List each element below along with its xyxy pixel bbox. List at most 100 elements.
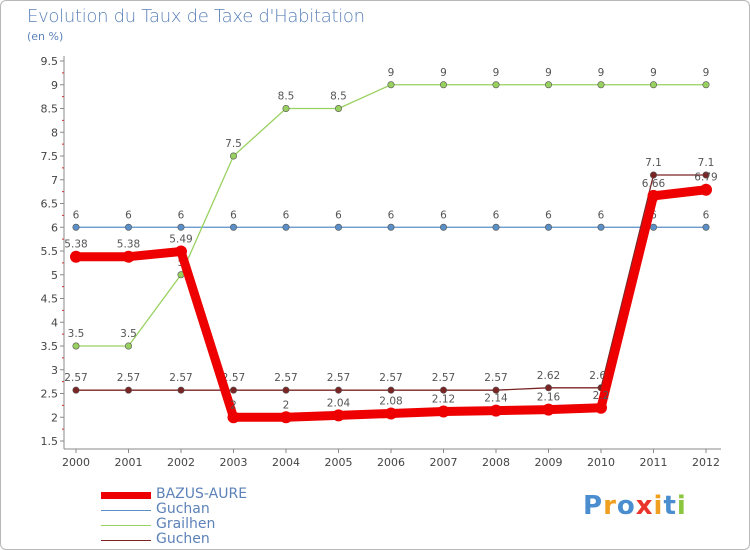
data-label-guchen: 2.57 [222, 372, 245, 384]
logo-letter: P [583, 491, 604, 521]
data-point-bazus-aure [647, 189, 660, 202]
x-tick-label: 2003 [220, 456, 248, 469]
data-point-bazus-aure [175, 245, 187, 258]
x-tick-label: 2012 [692, 456, 720, 469]
x-tick-label: 2007 [430, 456, 458, 469]
y-tick-label: 4.5 [41, 293, 59, 306]
data-label-grailhen: 9 [650, 67, 657, 79]
y-tick-label: 6.5 [41, 198, 59, 211]
data-label-guchan: 6 [440, 209, 447, 221]
data-label-guchen: 2.57 [274, 372, 297, 384]
data-point-guchen [282, 386, 290, 394]
legend-label-bazus-aure: BAZUS-AURE [156, 486, 248, 502]
data-label-bazus-aure: 5.38 [117, 239, 140, 251]
y-tick-label: 2 [51, 411, 58, 424]
x-tick-label: 2009 [535, 456, 563, 469]
y-tick-label: 4 [51, 316, 58, 329]
data-point-guchan [177, 223, 185, 231]
data-label-bazus-aure: 2 [230, 399, 237, 411]
data-label-grailhen: 7.5 [225, 138, 242, 150]
logo-letter: r [603, 491, 617, 521]
data-point-grailhen [597, 81, 605, 89]
data-label-grailhen: 8.5 [330, 91, 347, 103]
data-point-guchen [649, 171, 657, 179]
data-label-guchan: 6 [335, 209, 342, 221]
data-label-bazus-aure: 2.12 [432, 394, 455, 406]
data-point-guchan [439, 223, 447, 231]
data-point-bazus-aure [332, 409, 345, 422]
data-label-guchan: 6 [703, 209, 710, 221]
logo-letter: i [676, 491, 687, 521]
data-point-grailhen [544, 81, 552, 89]
data-point-grailhen [230, 152, 238, 160]
data-label-bazus-aure: 5.49 [169, 233, 192, 245]
data-point-grailhen [72, 342, 80, 350]
data-point-grailhen [702, 81, 710, 89]
y-tick-label: 8 [51, 126, 58, 139]
legend-swatch-bazus-aure [101, 492, 151, 499]
x-tick-label: 2010 [587, 456, 615, 469]
chart-unit-label: (en %) [27, 30, 64, 43]
y-tick-label: 7 [51, 174, 58, 187]
data-label-grailhen: 9 [440, 67, 447, 79]
data-point-guchen [492, 386, 500, 394]
y-tick-label: 7.5 [41, 150, 59, 163]
data-label-grailhen: 9 [598, 67, 605, 79]
data-label-grailhen: 8.5 [278, 91, 295, 103]
logo-letter: x [635, 491, 654, 521]
data-point-guchan [492, 223, 500, 231]
data-point-bazus-aure [280, 411, 292, 424]
data-point-grailhen [492, 81, 500, 89]
data-point-guchen [334, 386, 342, 394]
legend-item-guchen: Guchen [101, 531, 321, 548]
data-point-guchan [334, 223, 342, 231]
y-tick-label: 2.5 [41, 388, 59, 401]
data-label-grailhen: 9 [493, 67, 500, 79]
data-point-bazus-aure [227, 411, 240, 424]
data-label-bazus-aure: 5.38 [64, 239, 87, 251]
x-tick-label: 2001 [115, 456, 143, 469]
y-tick-label: 6 [51, 221, 58, 234]
x-tick-label: 2005 [325, 456, 353, 469]
data-point-bazus-aure [70, 250, 82, 263]
data-label-guchen: 2.57 [379, 372, 402, 384]
y-tick-label: 5 [51, 269, 58, 282]
data-point-grailhen [387, 81, 395, 89]
data-point-guchan [702, 223, 710, 231]
data-label-guchan: 6 [545, 209, 552, 221]
legend-label-grailhen: Grailhen [156, 516, 216, 532]
x-tick-label: 2008 [482, 456, 510, 469]
proxiti-logo: Proxiti [583, 491, 687, 521]
data-label-bazus-aure: 2.16 [537, 392, 561, 404]
data-point-bazus-aure [122, 250, 135, 263]
data-point-grailhen [125, 342, 133, 350]
data-point-guchen [544, 384, 552, 392]
y-tick-label: 3 [51, 364, 58, 377]
data-point-guchan [230, 223, 238, 231]
data-label-grailhen: 9 [545, 67, 552, 79]
legend-item-bazus-aure: BAZUS-AURE [101, 486, 321, 503]
data-point-guchen [177, 386, 185, 394]
data-label-guchen: 7.1 [645, 157, 662, 169]
y-tick-label: 9 [51, 79, 58, 92]
legend-swatch-grailhen [101, 525, 151, 526]
data-label-grailhen: 9 [703, 67, 710, 79]
data-label-bazus-aure: 6.79 [694, 172, 717, 184]
data-label-bazus-aure: 2.08 [379, 395, 402, 407]
data-label-guchan: 6 [73, 209, 80, 221]
logo-letter: o [616, 491, 636, 521]
data-point-bazus-aure [542, 403, 555, 416]
data-point-guchan [649, 223, 657, 231]
data-label-guchan: 6 [598, 209, 605, 221]
data-point-bazus-aure [385, 407, 397, 420]
data-label-guchan: 6 [493, 209, 500, 221]
data-label-grailhen: 3.5 [68, 328, 85, 340]
data-label-bazus-aure: 2.04 [327, 397, 351, 409]
data-label-guchen: 2.57 [432, 372, 455, 384]
data-point-guchen [125, 386, 133, 394]
data-label-guchen: 2.57 [64, 372, 87, 384]
x-tick-label: 2004 [272, 456, 300, 469]
data-label-guchen: 2.57 [117, 372, 140, 384]
